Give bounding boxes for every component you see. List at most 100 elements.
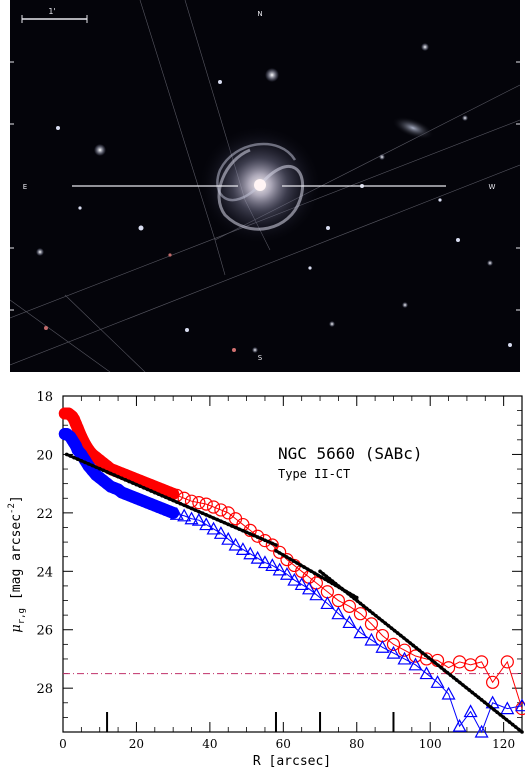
fit-dot: [160, 493, 164, 498]
fit-dot: [389, 626, 394, 630]
plot-frame: [62, 395, 523, 733]
fit-dot: [193, 508, 197, 512]
data-point-g: [463, 704, 478, 718]
fit-dot: [259, 536, 264, 541]
fit-dot: [467, 688, 471, 692]
fit-dot: [244, 530, 249, 535]
data-point-g: [375, 640, 390, 653]
data-point-g: [272, 562, 287, 576]
data-point-r: [167, 487, 180, 500]
fit-dot: [476, 695, 481, 700]
fit-dot: [433, 660, 437, 665]
data-point-r: [515, 702, 525, 716]
y-axis-label-close: ]: [9, 495, 24, 503]
y-tick-label: 20: [36, 448, 53, 463]
x-tick-label: 40: [202, 737, 217, 751]
y-tick-label: 24: [36, 565, 53, 580]
data-point-g: [213, 526, 228, 539]
data-point-g: [430, 675, 445, 688]
fit-dot: [383, 621, 388, 626]
fit-dot: [116, 474, 120, 479]
data-point-g: [397, 651, 412, 665]
fit-dot: [255, 535, 260, 539]
fit-line-3: [318, 569, 524, 734]
fit-dot: [386, 623, 391, 628]
data-point-r: [251, 529, 265, 543]
fit-dot: [233, 525, 238, 530]
y-axis-label-unit: [mag arcsec: [9, 514, 24, 600]
fit-dot: [138, 484, 142, 489]
fit-dot: [167, 497, 172, 501]
fit-dot: [473, 693, 478, 697]
compass-east-label: E: [23, 183, 27, 191]
fit-dot: [112, 473, 117, 477]
fit-dot: [189, 506, 194, 511]
fit-line: [66, 453, 277, 547]
fit-dot: [399, 633, 403, 638]
fit-dot: [119, 476, 124, 481]
background-stars: [36, 43, 512, 353]
data-point-g: [265, 558, 280, 572]
fit-dot: [277, 551, 282, 555]
x-tick-label: 120: [492, 737, 515, 751]
fit-dot: [486, 703, 490, 707]
data-point-g: [228, 537, 243, 551]
fit-dot: [263, 538, 267, 543]
fit-dot: [230, 524, 234, 528]
fit-dot: [420, 651, 425, 655]
data-point-g: [184, 511, 199, 525]
fit-dot: [380, 618, 384, 623]
scale-bar-label: 1': [48, 7, 55, 16]
data-point-g: [221, 531, 236, 545]
fit-dot: [284, 555, 289, 559]
fit-dot: [281, 553, 285, 557]
fit-dot: [86, 462, 91, 466]
data-point-g: [287, 572, 302, 586]
data-point-g: [309, 587, 324, 601]
fit-dot: [270, 541, 275, 546]
data-point-r: [273, 545, 287, 559]
fit-dot: [298, 563, 303, 567]
data-point-r: [397, 643, 412, 657]
fit-dot: [364, 606, 369, 611]
fit-dot: [134, 482, 139, 487]
compass-north-label: N: [257, 10, 262, 18]
fit-dot: [295, 561, 299, 565]
fit-dot: [274, 549, 278, 553]
fit-dot: [445, 670, 450, 675]
fit-dot: [302, 565, 306, 569]
fit-dot: [451, 675, 456, 680]
fit-dot: [312, 571, 317, 576]
data-point-g: [441, 686, 456, 700]
data-point-g: [199, 517, 214, 531]
fit-dot: [392, 628, 397, 633]
x-tick-label: 60: [276, 737, 291, 751]
fit-dot: [426, 656, 431, 660]
data-point-r: [486, 675, 500, 689]
fit-line-1: [64, 452, 278, 547]
x-tick-label: 0: [59, 737, 67, 751]
fit-dot: [355, 599, 360, 603]
fit-dot: [175, 500, 179, 504]
data-point-r: [199, 497, 213, 511]
data-point-r: [265, 538, 279, 552]
fit-dot: [367, 609, 372, 613]
fit-dot: [316, 573, 320, 578]
exponential-fits: [64, 452, 524, 734]
fit-dot: [458, 680, 462, 685]
fit-dot: [101, 468, 106, 473]
compass-south-label: S: [258, 354, 263, 362]
chart-subtitle: Type II-CT: [278, 467, 350, 481]
fit-dot: [479, 698, 484, 702]
data-point-g: [331, 606, 346, 620]
fit-dot: [361, 604, 366, 608]
fit-dot: [318, 569, 322, 574]
data-point-r: [258, 534, 272, 548]
data-point-r: [475, 655, 489, 669]
fit-dot: [237, 527, 242, 531]
fit-dot: [123, 478, 128, 482]
fit-dot: [414, 646, 419, 650]
fit-dot: [377, 616, 381, 621]
fit-dot: [64, 452, 69, 457]
data-point-r: [353, 607, 368, 621]
